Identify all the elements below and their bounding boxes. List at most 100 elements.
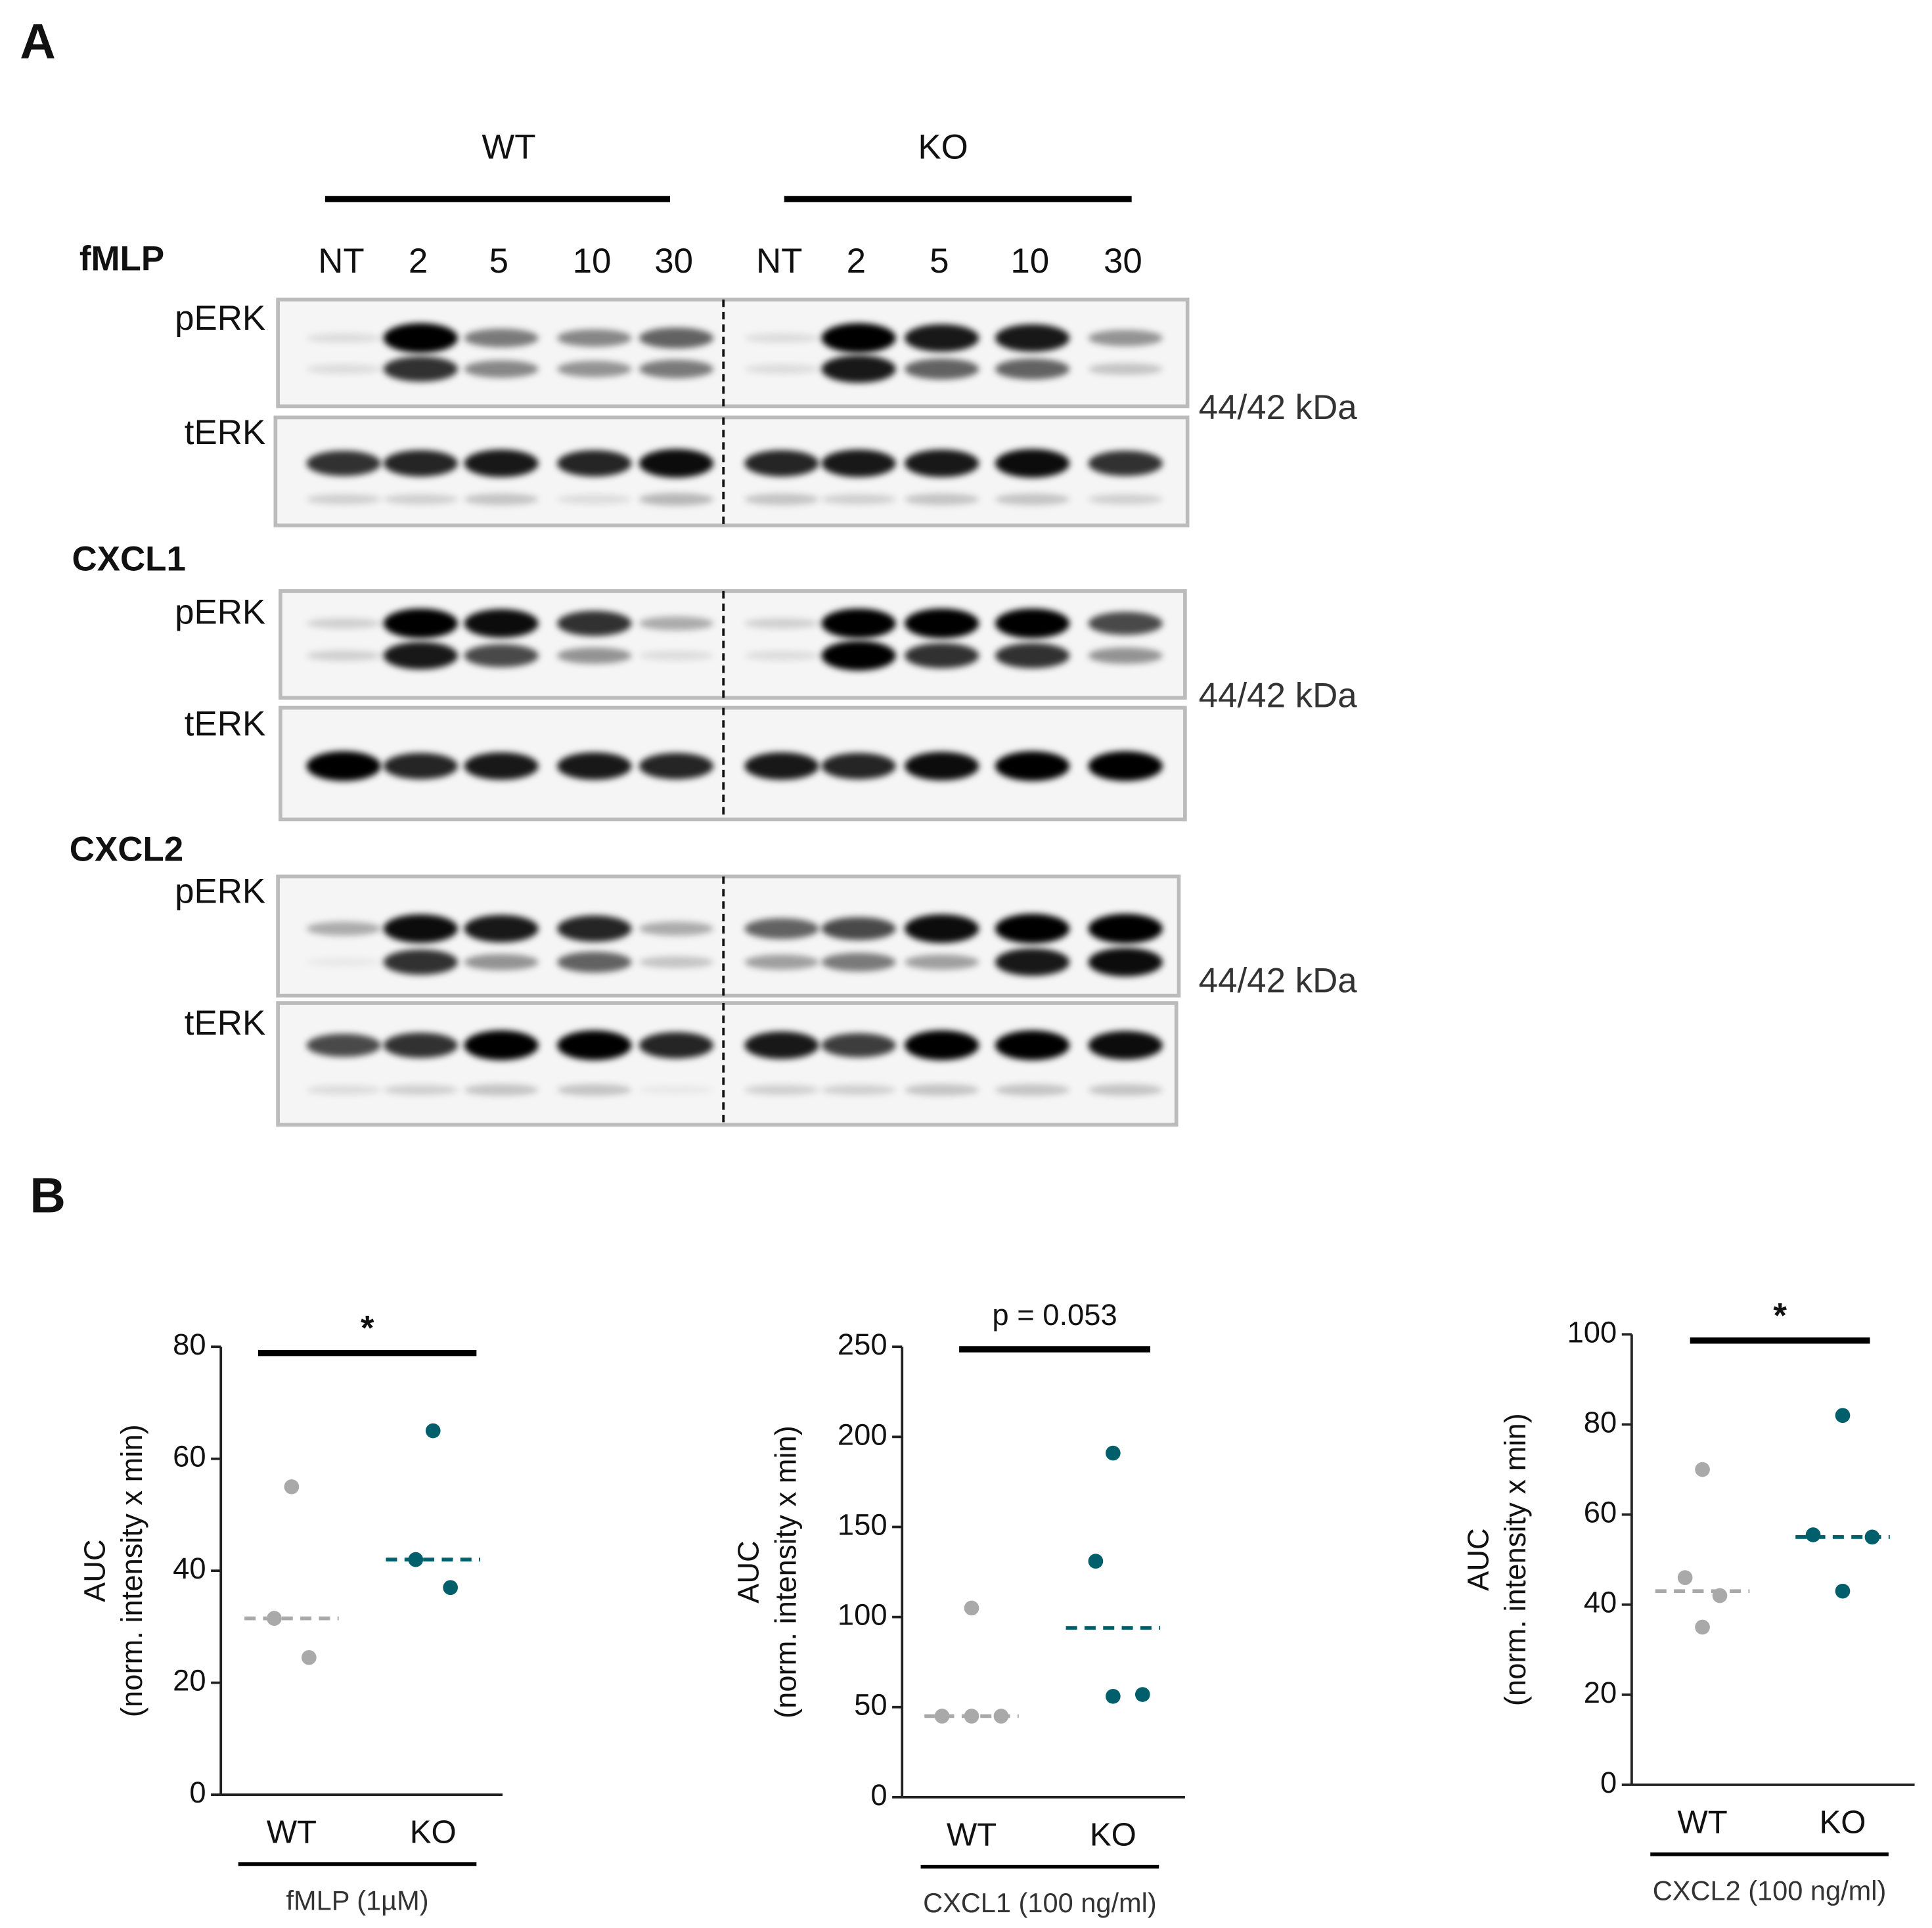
size-label: 44/42 kDa [1199, 388, 1358, 427]
band [306, 1085, 381, 1095]
annotation: * [1773, 1297, 1787, 1335]
band [995, 1030, 1070, 1060]
point [1805, 1527, 1821, 1542]
y-tick-label: 250 [838, 1328, 887, 1361]
band [557, 610, 632, 637]
size-label: 44/42 kDa [1199, 676, 1358, 715]
band [821, 917, 896, 941]
band [464, 1084, 539, 1096]
point [934, 1709, 950, 1724]
point [284, 1479, 300, 1494]
band [821, 323, 896, 353]
band [821, 355, 896, 383]
section-label: CXCL1 [72, 540, 186, 579]
band [306, 958, 381, 967]
point [443, 1580, 458, 1596]
band [557, 450, 632, 477]
y-axis-label: (norm. intensity x min) [115, 1424, 148, 1717]
x-tick-label: WT [267, 1815, 317, 1850]
band [639, 753, 714, 780]
y-tick-label: 100 [1567, 1315, 1617, 1349]
band [905, 1084, 979, 1096]
y-tick-label: 60 [1584, 1496, 1617, 1529]
group-label: WT [482, 127, 535, 166]
band [383, 949, 458, 975]
band [306, 333, 381, 343]
y-tick-label: 100 [838, 1598, 887, 1632]
band [1088, 330, 1163, 347]
band [905, 608, 979, 639]
row-label: tERK [185, 1004, 265, 1042]
band [383, 642, 458, 670]
annotation: * [361, 1309, 374, 1348]
band [306, 493, 381, 505]
point [1088, 1554, 1104, 1569]
band [744, 493, 819, 506]
band [557, 361, 632, 378]
y-tick-label: 40 [173, 1552, 206, 1585]
lane-label: 30 [1104, 242, 1142, 280]
band [905, 449, 979, 478]
band [821, 753, 896, 780]
point [1835, 1583, 1851, 1599]
x-axis-label: CXCL2 (100 ng/ml) [1653, 1875, 1887, 1906]
band [383, 1085, 458, 1096]
y-axis-label: AUC [78, 1539, 111, 1602]
band [464, 752, 539, 780]
panel-label: A [20, 14, 56, 70]
band [383, 323, 458, 353]
band [557, 1030, 632, 1060]
band [905, 954, 979, 970]
band [639, 327, 714, 349]
band [1088, 947, 1163, 977]
band [905, 914, 979, 943]
band [464, 954, 539, 971]
row-label: tERK [185, 413, 265, 452]
band [464, 360, 539, 378]
x-tick-label: WT [947, 1817, 997, 1852]
band [995, 608, 1070, 639]
band [639, 449, 714, 478]
band [995, 948, 1070, 976]
band [639, 650, 714, 661]
band [744, 1085, 819, 1096]
band [639, 616, 714, 631]
point [1106, 1445, 1121, 1461]
band [383, 450, 458, 477]
lane-label: 10 [573, 242, 612, 280]
point [302, 1649, 317, 1665]
band [383, 356, 458, 382]
annotation: p = 0.053 [992, 1298, 1117, 1332]
band [383, 608, 458, 639]
band [995, 751, 1070, 781]
point [1134, 1687, 1150, 1702]
y-tick-label: 0 [1600, 1766, 1617, 1799]
band [1088, 493, 1163, 505]
band [464, 914, 539, 943]
band [821, 608, 896, 639]
band [905, 358, 979, 380]
lane-label: 5 [489, 242, 508, 280]
band [995, 324, 1070, 352]
y-tick-label: 80 [1584, 1405, 1617, 1439]
band [905, 1030, 979, 1060]
group-label: KO [918, 127, 968, 166]
y-tick-label: 0 [189, 1776, 206, 1809]
band [821, 493, 896, 505]
x-tick-label: WT [1677, 1805, 1727, 1840]
band [1088, 1084, 1163, 1096]
band [557, 915, 632, 942]
y-tick-label: 40 [1584, 1586, 1617, 1619]
lane-label: 5 [930, 242, 949, 280]
band [821, 1085, 896, 1096]
band [557, 752, 632, 780]
band [821, 449, 896, 478]
band [1088, 451, 1163, 476]
lane-label: 2 [847, 242, 866, 280]
x-tick-label: KO [410, 1815, 457, 1850]
band [821, 640, 896, 671]
band [383, 1032, 458, 1058]
blot-box [276, 1001, 1179, 1127]
band [744, 918, 819, 939]
